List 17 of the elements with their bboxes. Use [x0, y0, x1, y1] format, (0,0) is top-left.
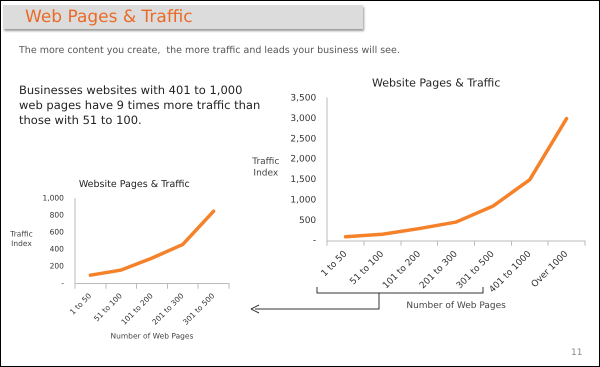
- y-tick-label: 3,500: [290, 94, 316, 104]
- y-axis-title: Traffic Index: [251, 157, 280, 178]
- y-tick-label: 2,000: [290, 154, 316, 165]
- y-tick-label: 500: [298, 216, 316, 226]
- text: The more content you create, the more traffic and leads your business will see.: [19, 45, 400, 56]
- y-tick-label: 1,000: [290, 195, 316, 206]
- x-axis-title: Number of Web Pages: [406, 300, 506, 311]
- x-tick-label: 1 to 50: [320, 249, 350, 279]
- y-tick-label: 2,500: [290, 134, 316, 144]
- chart-title: Website Pages & Traffic: [78, 179, 190, 190]
- text: Businesses websites with 401 to 1,000 web pages have 9 times more traffic than those with 51 to 100.: [19, 83, 262, 128]
- text: Web Pages & Traffic: [3, 5, 363, 29]
- y-tick-label: 1,500: [290, 175, 316, 186]
- chart-title: Website Pages & Traffic: [372, 76, 500, 90]
- text: 11: [571, 348, 582, 358]
- y-tick-label: -: [312, 236, 316, 246]
- y-tick-label: 3,000: [290, 114, 316, 124]
